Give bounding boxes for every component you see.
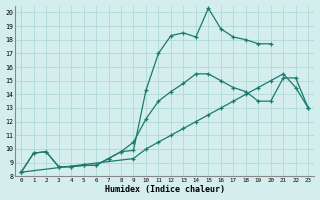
X-axis label: Humidex (Indice chaleur): Humidex (Indice chaleur) <box>105 185 225 194</box>
